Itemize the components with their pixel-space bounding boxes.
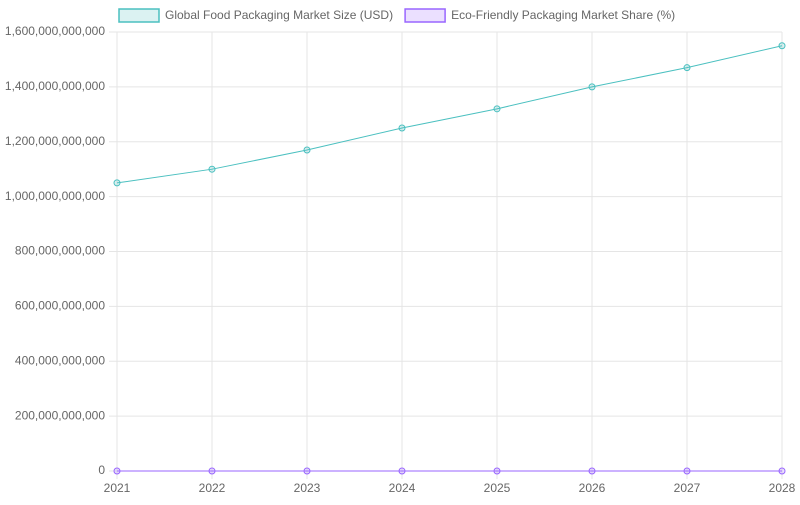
data-point: [303, 146, 311, 154]
data-point: [493, 105, 501, 113]
x-tick-label: 2027: [674, 481, 701, 495]
legend-swatch: [404, 8, 446, 23]
y-tick-label: 800,000,000,000: [15, 244, 105, 258]
y-tick-label: 1,000,000,000,000: [5, 189, 105, 203]
data-point: [113, 179, 121, 187]
x-tick-label: 2028: [769, 481, 796, 495]
data-point: [683, 467, 691, 475]
y-tick-label: 1,200,000,000,000: [5, 134, 105, 148]
data-point: [778, 467, 786, 475]
data-point: [493, 467, 501, 475]
x-tick-label: 2021: [104, 481, 131, 495]
y-tick-label: 1,600,000,000,000: [5, 24, 105, 38]
y-tick-label: 1,400,000,000,000: [5, 79, 105, 93]
legend-label: Global Food Packaging Market Size (USD): [165, 8, 393, 22]
data-point: [398, 124, 406, 132]
x-tick-label: 2024: [389, 481, 416, 495]
x-tick-label: 2023: [294, 481, 321, 495]
y-tick-label: 200,000,000,000: [15, 408, 105, 422]
y-tick-label: 600,000,000,000: [15, 299, 105, 313]
series-line: [116, 45, 783, 184]
x-tick-label: 2026: [579, 481, 606, 495]
legend-swatch: [118, 8, 160, 23]
data-point: [208, 467, 216, 475]
legend-label: Eco-Friendly Packaging Market Share (%): [451, 8, 675, 22]
data-point: [778, 42, 786, 50]
x-tick-label: 2022: [199, 481, 226, 495]
data-point: [683, 64, 691, 72]
data-point: [303, 467, 311, 475]
data-point: [208, 165, 216, 173]
data-point: [113, 467, 121, 475]
data-point: [588, 83, 596, 91]
data-point: [398, 467, 406, 475]
x-tick-label: 2025: [484, 481, 511, 495]
y-tick-label: 0: [98, 463, 105, 477]
y-tick-label: 400,000,000,000: [15, 353, 105, 367]
data-point: [588, 467, 596, 475]
